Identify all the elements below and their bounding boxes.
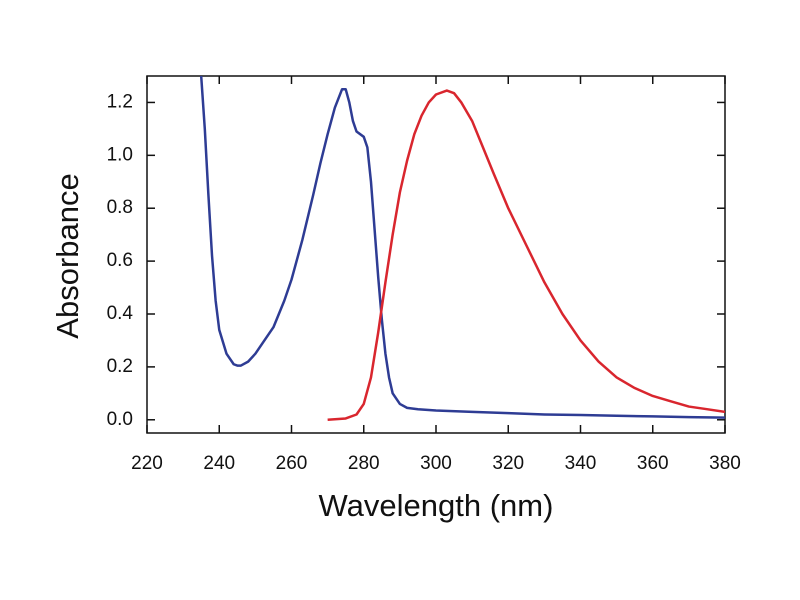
data-line [327,89,725,422]
x-tick-label: 320 [492,453,524,474]
plot-frame [146,75,726,434]
y-tick-label: 0.6 [107,250,133,271]
data-line [199,76,725,419]
y-tick-label: 0.8 [107,197,133,218]
x-axis-title: Wavelength (nm) [319,488,554,523]
y-tick-label: 1.2 [107,91,133,112]
x-tick-label: 260 [276,453,308,474]
plot-area [199,76,725,422]
x-tick-label: 280 [348,453,380,474]
y-tick-label: 0.0 [107,409,133,430]
y-tick-label: 0.4 [107,303,134,324]
x-tick-label: 240 [203,453,235,474]
x-tick-label: 340 [565,453,597,474]
y-tick-label: 0.2 [107,356,133,377]
x-tick-label: 360 [637,453,669,474]
y-axis-title: Absorbance [50,173,85,338]
y-tick-label: 1.0 [107,144,133,165]
x-tick-label: 380 [709,453,741,474]
x-tick-label: 300 [420,453,452,474]
x-tick-label: 220 [131,453,163,474]
